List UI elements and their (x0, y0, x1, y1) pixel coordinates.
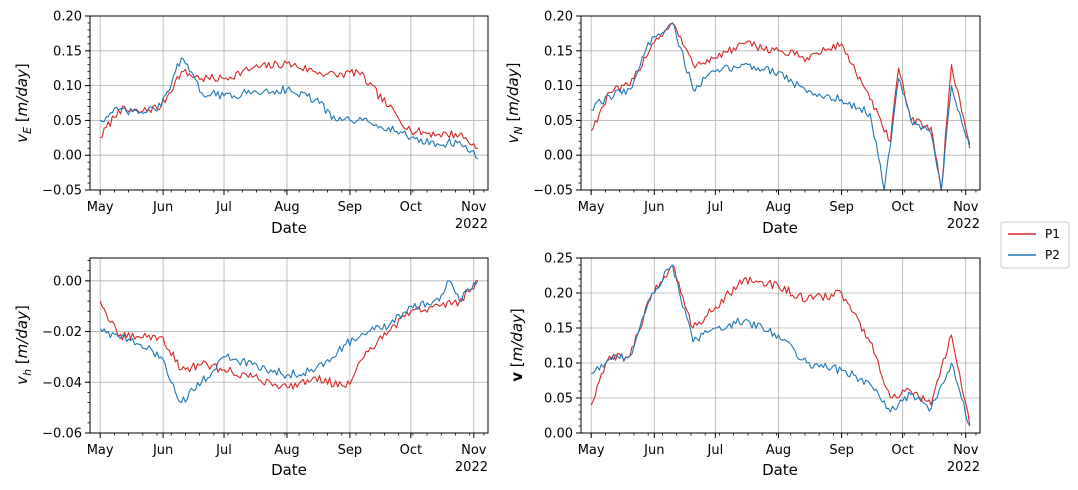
plot-frame (580, 15, 981, 191)
y-tick-label: −0.02 (42, 325, 82, 340)
y-axis-label: v [m/day] (508, 308, 526, 382)
x-tick-label: Sep (829, 443, 854, 458)
x-tick-label: Aug (766, 200, 791, 215)
x-tick-label: Nov (461, 200, 487, 215)
y-axis-label: vE [m/day] (13, 63, 34, 143)
y-tick-label: 0.15 (544, 44, 573, 59)
y-axis-label: vh [m/day] (13, 305, 34, 385)
series-line-p2 (99, 280, 479, 404)
y-tick-label: 0.15 (53, 44, 82, 59)
x-tick-label: Jul (215, 200, 232, 215)
panel-vn: −0.05 0.00 0.05 0.10 0.15 0.20 May Jun Jul Aug Se… (504, 10, 981, 237)
year-label: 2022 (455, 460, 488, 475)
y-tick-label: 0.10 (544, 79, 573, 94)
legend-label-p2: P2 (1045, 248, 1060, 262)
x-axis-label: Date (762, 461, 798, 479)
y-tick-label: 0.05 (544, 392, 573, 407)
x-tick-label: Jun (152, 200, 173, 215)
y-axis-label: vN [m/day] (504, 63, 525, 144)
panel-v: 0.00 0.05 0.10 0.15 0.20 0.25 May Jun Jul Aug Sep… (508, 252, 981, 479)
plot-frame (89, 257, 489, 434)
x-tick-label: Jun (643, 200, 664, 215)
y-tick-label: 0.05 (53, 114, 82, 129)
plot-frame (580, 257, 981, 434)
y-tick-label: 0.00 (53, 149, 82, 164)
x-tick-label: Nov (953, 200, 979, 215)
year-label: 2022 (947, 217, 980, 232)
panel-ve: −0.05 0.00 0.05 0.10 0.15 0.20 May Jun Jul Aug Se… (13, 10, 489, 237)
y-tick-label: 0.10 (544, 357, 573, 372)
x-tick-label: Oct (400, 200, 422, 215)
series-line-p2 (591, 264, 971, 427)
y-tick-label: −0.06 (42, 427, 82, 442)
year-label: 2022 (947, 460, 980, 475)
y-tick-label: 0.20 (544, 287, 573, 302)
x-tick-label: Aug (274, 200, 299, 215)
y-tick-label: 0.00 (544, 427, 573, 442)
x-tick-label: Jun (152, 443, 173, 458)
x-axis-label: Date (271, 219, 307, 237)
x-tick-label: Jul (707, 443, 724, 458)
x-tick-label: Oct (891, 200, 913, 215)
panel-vh: −0.06 −0.04 −0.02 0.00 May Jun Jul Aug Sep Oct No… (13, 257, 489, 479)
x-tick-label: May (87, 200, 114, 215)
x-tick-label: Sep (829, 200, 854, 215)
legend-label-p1: P1 (1045, 227, 1060, 241)
year-label: 2022 (455, 217, 488, 232)
x-tick-label: Oct (400, 443, 422, 458)
x-tick-label: May (87, 443, 114, 458)
y-tick-label: 0.20 (53, 10, 82, 25)
x-tick-label: Aug (274, 443, 299, 458)
y-tick-label: −0.04 (42, 376, 82, 391)
x-tick-label: May (578, 443, 605, 458)
series-line-p2 (591, 22, 971, 191)
x-tick-label: Sep (338, 200, 363, 215)
x-tick-label: Nov (461, 443, 487, 458)
y-tick-label: −0.05 (533, 184, 573, 199)
x-axis-label: Date (762, 219, 798, 237)
x-tick-label: Jul (707, 200, 724, 215)
series-line-p1 (99, 280, 478, 390)
x-tick-label: May (578, 200, 605, 215)
y-tick-label: 0.10 (53, 79, 82, 94)
y-tick-label: 0.20 (544, 10, 573, 25)
x-tick-label: Jul (215, 443, 232, 458)
y-tick-label: −0.05 (42, 184, 82, 199)
series-line-p2 (99, 57, 479, 160)
x-tick-label: Jun (643, 443, 664, 458)
y-tick-label: 0.00 (544, 149, 573, 164)
y-tick-label: 0.25 (544, 252, 573, 267)
x-tick-label: Nov (953, 443, 979, 458)
plot-frame (89, 15, 489, 191)
y-tick-label: 0.00 (53, 274, 82, 289)
x-tick-label: Sep (338, 443, 363, 458)
legend: P1 P2 (1000, 221, 1070, 269)
x-tick-label: Oct (891, 443, 913, 458)
y-tick-label: 0.05 (544, 114, 573, 129)
x-axis-label: Date (271, 461, 307, 479)
x-tick-label: Aug (766, 443, 791, 458)
y-tick-label: 0.15 (544, 322, 573, 337)
